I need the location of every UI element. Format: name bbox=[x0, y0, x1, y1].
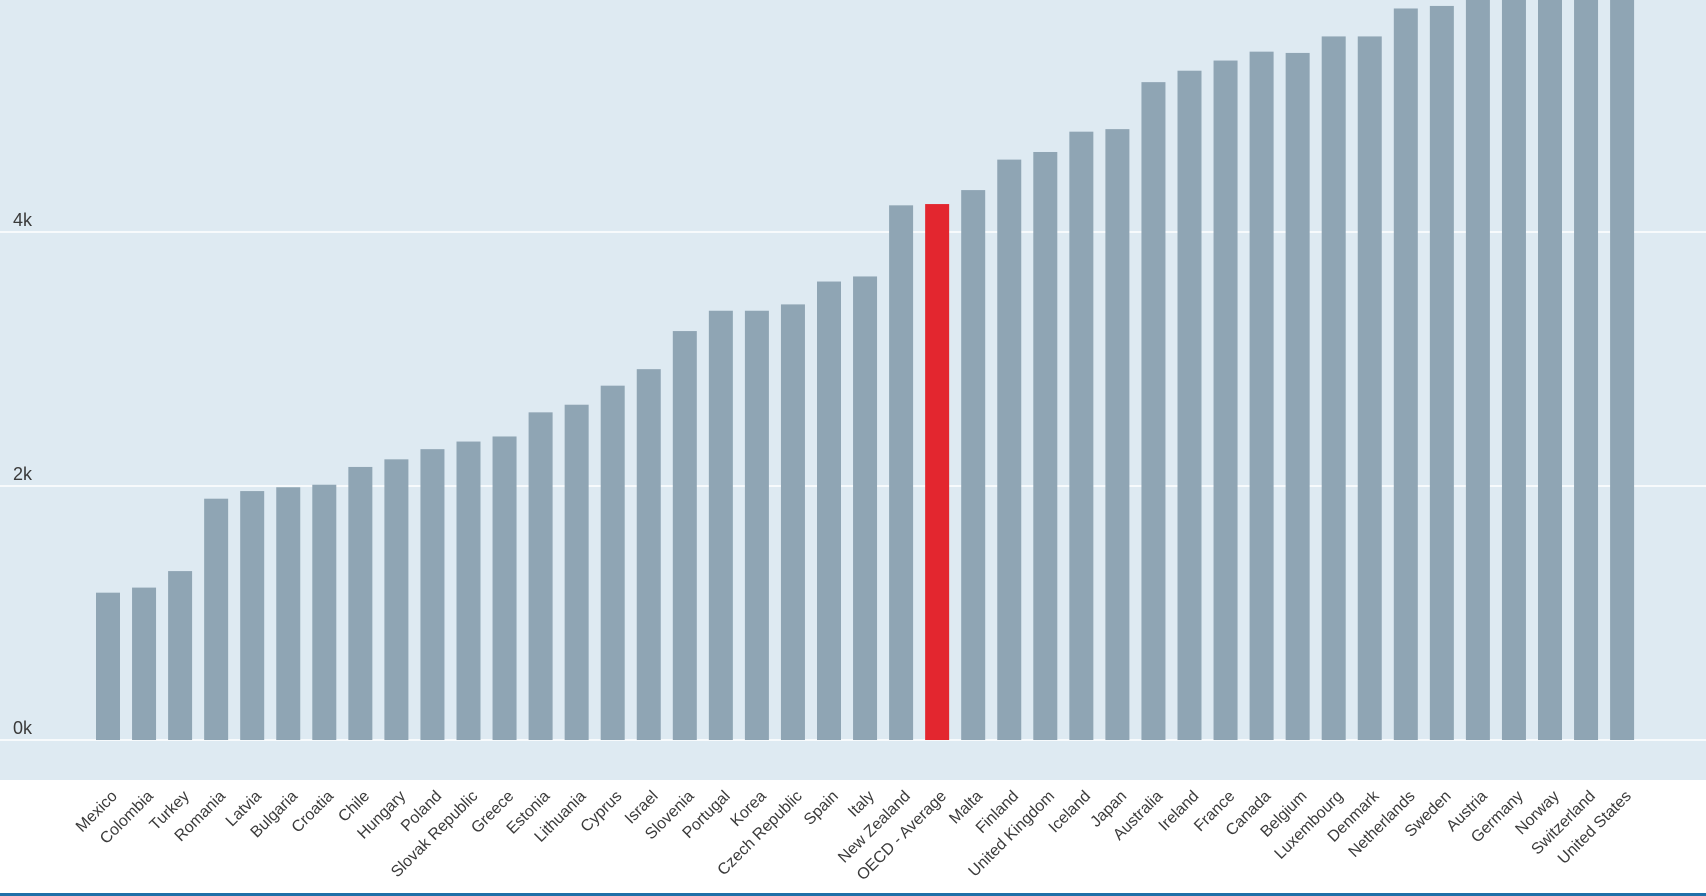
x-category-label: Cyprus bbox=[578, 788, 626, 836]
bar-new-zealand bbox=[889, 205, 914, 740]
bar-norway bbox=[1538, 0, 1562, 740]
bar-germany bbox=[1501, 0, 1526, 740]
bar-chile bbox=[348, 466, 373, 740]
bar-netherlands bbox=[1393, 8, 1418, 741]
bar-hungary bbox=[384, 459, 409, 740]
bar-slovenia bbox=[672, 331, 697, 740]
bar-spain bbox=[817, 281, 841, 740]
bar-united-states bbox=[1610, 0, 1635, 740]
bar-poland bbox=[420, 449, 445, 740]
bar-australia bbox=[1141, 82, 1166, 740]
bar-denmark bbox=[1357, 36, 1382, 741]
bar-sweden bbox=[1429, 5, 1454, 740]
bar-mexico bbox=[96, 592, 120, 740]
bar-japan bbox=[1105, 129, 1130, 740]
bar-greece bbox=[492, 436, 517, 740]
bar-estonia bbox=[528, 412, 553, 740]
bars bbox=[96, 0, 1635, 741]
bar-turkey bbox=[168, 571, 193, 740]
bar-luxembourg bbox=[1321, 36, 1346, 741]
bar-france bbox=[1213, 60, 1238, 741]
bar-colombia bbox=[132, 587, 157, 740]
bar-canada bbox=[1249, 51, 1274, 741]
bar-united-kingdom bbox=[1033, 151, 1058, 741]
bar-czech-republic bbox=[780, 304, 805, 740]
bar-slovak-republic bbox=[456, 441, 481, 740]
bar-oecd-average bbox=[925, 204, 950, 740]
bar-romania bbox=[204, 498, 229, 740]
bottom-rule bbox=[0, 893, 1706, 896]
bar-latvia bbox=[240, 491, 265, 740]
bar-israel bbox=[636, 369, 661, 740]
bar-finland bbox=[997, 159, 1022, 741]
bar-austria bbox=[1465, 0, 1490, 740]
bar-croatia bbox=[312, 484, 337, 740]
bar-korea bbox=[744, 310, 769, 740]
bar-switzerland bbox=[1574, 0, 1599, 740]
bar-portugal bbox=[708, 310, 733, 740]
bar-cyprus bbox=[600, 385, 625, 740]
bar-bulgaria bbox=[276, 487, 301, 740]
bar-italy bbox=[853, 276, 878, 740]
y-tick-label: 0k bbox=[13, 718, 33, 738]
y-tick-label: 2k bbox=[13, 464, 33, 484]
bar-iceland bbox=[1069, 131, 1094, 741]
x-axis-category-labels: MexicoColombiaTurkeyRomaniaLatviaBulgari… bbox=[73, 787, 1635, 884]
bar-malta bbox=[961, 190, 986, 741]
x-category-label: Spain bbox=[801, 788, 842, 829]
bar-lithuania bbox=[564, 404, 589, 740]
bar-belgium bbox=[1285, 52, 1310, 741]
y-axis-tick-labels: 0k2k4k6k8k10k bbox=[13, 210, 33, 738]
y-tick-label: 4k bbox=[13, 210, 33, 230]
bar-ireland bbox=[1177, 70, 1202, 740]
